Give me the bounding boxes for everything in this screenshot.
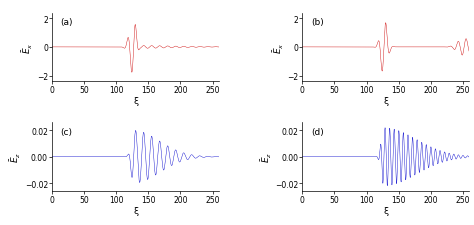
Text: (d): (d) xyxy=(311,128,323,137)
Y-axis label: $\bar{E}_z$: $\bar{E}_z$ xyxy=(9,151,23,163)
Text: (c): (c) xyxy=(61,128,73,137)
X-axis label: ξ: ξ xyxy=(133,206,138,215)
Y-axis label: $\bar{E}_z$: $\bar{E}_z$ xyxy=(259,151,273,163)
X-axis label: ξ: ξ xyxy=(383,96,388,105)
Y-axis label: $\bar{E}_x$: $\bar{E}_x$ xyxy=(271,42,286,54)
X-axis label: ξ: ξ xyxy=(133,96,138,105)
Y-axis label: $\bar{E}_x$: $\bar{E}_x$ xyxy=(21,42,36,54)
X-axis label: ξ: ξ xyxy=(383,206,388,215)
Text: (a): (a) xyxy=(61,18,73,27)
Text: (b): (b) xyxy=(311,18,323,27)
